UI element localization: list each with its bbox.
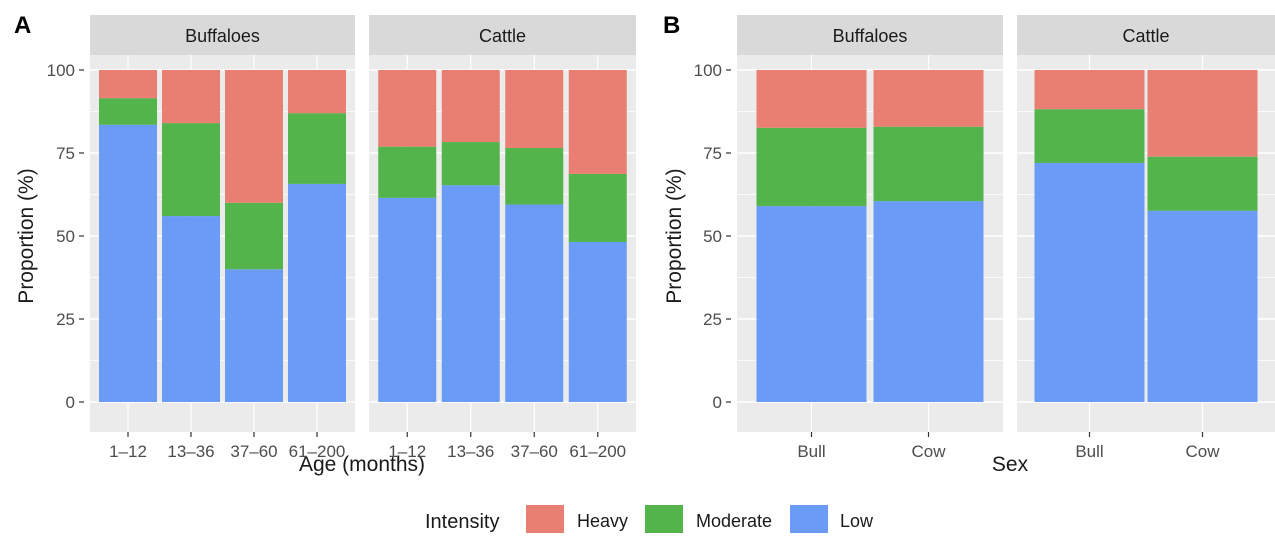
bar-moderate-13–36	[441, 142, 500, 186]
legend-key-heavy	[526, 505, 564, 533]
chart-B: B Proportion (%) 0 25 50 75 100 Sex Buffaloes Bul…	[663, 12, 1275, 476]
facet-cattle: Cattle Bull Cow	[1017, 15, 1275, 461]
y-tick-label: 25	[703, 310, 722, 329]
panel-tag: B	[663, 12, 680, 39]
bar-heavy-37–60	[505, 70, 564, 149]
bar-moderate-37–60	[225, 202, 283, 270]
legend-label-heavy: Heavy	[577, 511, 628, 531]
bar-heavy-Cow	[1147, 70, 1258, 157]
bar-heavy-37–60	[225, 70, 283, 203]
bar-low-Bull	[756, 206, 867, 402]
facet-strip-label: Buffaloes	[185, 26, 260, 46]
x-tick-label: 37–60	[230, 442, 277, 461]
bar-low-37–60	[225, 269, 283, 402]
y-axis-label: Proportion (%)	[15, 168, 38, 303]
x-tick-label: 1–12	[388, 442, 426, 461]
facet-strip	[1017, 15, 1275, 55]
y-tick-label: 100	[47, 61, 75, 80]
facet-strip	[90, 15, 355, 55]
bar-low-61–200	[288, 183, 346, 402]
bar-moderate-Bull	[1034, 109, 1145, 163]
bar-heavy-Cow	[873, 70, 984, 127]
facet-strip-label: Buffaloes	[833, 26, 908, 46]
x-tick-label: 37–60	[511, 442, 558, 461]
facet-buffaloes: Buffaloes 1–12 13–36 37–60 61–200	[90, 15, 355, 461]
facet-strip	[369, 15, 636, 55]
bar-heavy-Bull	[1034, 70, 1145, 110]
bar-low-1–12	[99, 124, 157, 402]
panel-tag: A	[14, 12, 31, 39]
facet-strip	[737, 15, 1003, 55]
bar-low-13–36	[441, 185, 500, 402]
facet-buffaloes: Buffaloes Bull Cow	[737, 15, 1003, 461]
bar-heavy-1–12	[378, 70, 437, 147]
x-axis-label: Sex	[992, 453, 1029, 476]
bar-moderate-1–12	[99, 98, 157, 125]
bar-moderate-1–12	[378, 146, 437, 198]
bar-low-Bull	[1034, 162, 1145, 402]
x-tick-label: Cow	[1185, 442, 1220, 461]
bar-heavy-Bull	[756, 70, 867, 128]
y-tick-label: 50	[56, 227, 75, 246]
legend-label-moderate: Moderate	[696, 511, 772, 531]
bar-low-13–36	[162, 216, 220, 402]
x-tick-label: 13–36	[167, 442, 214, 461]
legend-key-low	[790, 505, 828, 533]
bar-low-1–12	[378, 197, 437, 402]
y-tick-label: 75	[703, 144, 722, 163]
bar-heavy-1–12	[99, 70, 157, 99]
bar-heavy-61–200	[288, 70, 346, 114]
facet-cattle: Cattle 1–12 13–36 37–60 61–200	[369, 15, 636, 461]
bar-moderate-61–200	[568, 173, 627, 242]
bar-moderate-37–60	[505, 148, 564, 205]
legend-key-moderate	[645, 505, 683, 533]
y-tick-label: 0	[66, 393, 75, 412]
bar-heavy-13–36	[441, 70, 500, 143]
bar-moderate-Bull	[756, 127, 867, 207]
facet-strip-label: Cattle	[1122, 26, 1169, 46]
y-tick-label: 25	[56, 310, 75, 329]
bar-moderate-Cow	[873, 126, 984, 202]
x-tick-label: 61–200	[289, 442, 346, 461]
bar-heavy-13–36	[162, 70, 220, 124]
bar-low-61–200	[568, 241, 627, 402]
x-tick-label: 1–12	[109, 442, 147, 461]
x-tick-label: Cow	[911, 442, 946, 461]
y-tick-label: 50	[703, 227, 722, 246]
y-tick-label: 0	[713, 393, 722, 412]
bar-low-Cow	[873, 201, 984, 402]
x-axis-label: Age (months)	[299, 453, 425, 476]
legend-label-low: Low	[840, 511, 874, 531]
x-tick-label: 13–36	[447, 442, 494, 461]
bar-moderate-Cow	[1147, 156, 1258, 211]
facet-strip-label: Cattle	[479, 26, 526, 46]
bar-heavy-61–200	[568, 70, 627, 174]
x-tick-label: Bull	[1075, 442, 1103, 461]
y-tick-label: 100	[694, 61, 722, 80]
y-tick-label: 75	[56, 144, 75, 163]
bar-low-37–60	[505, 204, 564, 402]
bar-low-Cow	[1147, 210, 1258, 402]
bar-moderate-61–200	[288, 113, 346, 184]
legend: Intensity Heavy Moderate Low	[425, 505, 874, 533]
y-axis-label: Proportion (%)	[663, 168, 686, 303]
bar-moderate-13–36	[162, 123, 220, 217]
x-tick-label: 61–200	[569, 442, 626, 461]
legend-title: Intensity	[425, 511, 499, 533]
x-tick-label: Bull	[797, 442, 825, 461]
